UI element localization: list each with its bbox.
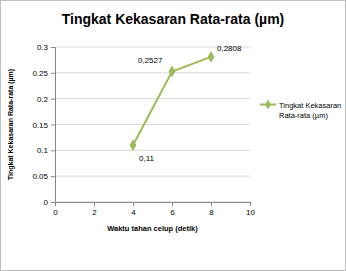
x-axis-title: Waktu tahan celup (detik) [107, 224, 198, 233]
x-axis-line [56, 203, 251, 207]
grid-line [55, 124, 250, 125]
data-label: 0,2808 [217, 44, 242, 53]
y-axis-line [51, 48, 56, 203]
y-tick-mark [51, 176, 55, 177]
x-tick: 10 [246, 202, 255, 217]
chart: 00.050.10.150.20.250.302468100,110,25270… [0, 0, 346, 271]
y-axis-title: Tingkat Kekasaran Rata-rata (µm) [7, 69, 15, 180]
y-tick-mark [51, 125, 55, 126]
x-tick-label: 2 [92, 208, 97, 217]
grid-line [55, 150, 250, 151]
x-tick-label: 6 [170, 208, 175, 217]
grid-line [55, 176, 250, 177]
x-tick-label: 0 [53, 208, 58, 217]
chart-frame [1, 1, 346, 271]
y-tick-label: 0.3 [37, 43, 49, 52]
x-tick-mark [94, 202, 95, 206]
series-group [130, 51, 215, 151]
x-tick-mark [55, 202, 56, 206]
y-tick-mark [51, 73, 55, 74]
y-tick: 0.1 [37, 146, 55, 155]
data-label: 0,2527 [138, 56, 163, 65]
series-line [133, 57, 211, 145]
grid-line [55, 72, 250, 73]
title: Tingkat Kekasaran Rata-rata (µm) [62, 11, 285, 27]
plot-area: 00.050.10.150.20.250.302468100,110,25270… [32, 43, 255, 217]
x-tick: 2 [92, 202, 97, 217]
x-tick-label: 10 [246, 208, 255, 217]
x-tick: 4 [131, 202, 136, 217]
x-tick-mark [211, 202, 212, 206]
x-tick: 0 [53, 202, 58, 217]
y-tick-mark [51, 150, 55, 151]
y-tick: 0.2 [37, 95, 55, 104]
legend-label: Tingkat KekasaranRata-rata (µm) [279, 101, 341, 120]
y-tick-label: 0.25 [32, 69, 48, 78]
y-tick-label: 0.15 [32, 121, 48, 130]
y-tick-label: 0 [44, 198, 49, 207]
y-tick-label: 0.05 [32, 172, 48, 181]
legend: Tingkat KekasaranRata-rata (µm) [260, 99, 341, 119]
x-tick-mark [172, 202, 173, 206]
y-tick-mark [51, 99, 55, 100]
x-tick: 8 [209, 202, 214, 217]
grid-line [55, 98, 250, 99]
marker [130, 139, 137, 151]
data-labels: 0,11 0,2527 0,2808 [138, 44, 242, 163]
y-tick: 0.15 [32, 121, 55, 130]
y-tick-mark [51, 47, 55, 48]
x-tick-label: 4 [131, 208, 136, 217]
y-axis: 0 0.05 0.1 0.15 0.2 0.25 0.3 [32, 43, 55, 207]
y-tick-label: 0.2 [37, 95, 49, 104]
y-tick-label: 0.1 [37, 146, 49, 155]
y-tick: 0.25 [32, 69, 55, 78]
x-tick-mark [250, 202, 251, 206]
x-tick-mark [133, 202, 134, 206]
x-axis: 0 2 4 6 8 10 [53, 202, 255, 217]
y-tick-mark [51, 202, 55, 203]
y-tick: 0.05 [32, 172, 55, 181]
y-tick: 0.3 [37, 43, 55, 52]
grid [55, 47, 250, 202]
x-tick-label: 8 [209, 208, 214, 217]
legend-marker [265, 99, 271, 109]
marker [208, 51, 215, 63]
y-tick: 0 [44, 198, 55, 207]
marker [169, 66, 176, 78]
data-label: 0,11 [139, 154, 155, 163]
x-tick: 6 [170, 202, 175, 217]
